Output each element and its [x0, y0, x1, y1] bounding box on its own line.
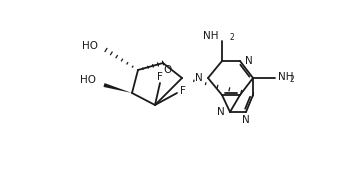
Polygon shape: [103, 83, 132, 93]
Text: N: N: [245, 56, 253, 66]
Text: N: N: [242, 115, 250, 125]
Text: F: F: [180, 86, 186, 96]
Text: 2: 2: [289, 75, 294, 83]
Text: O: O: [164, 65, 172, 75]
Text: HO: HO: [82, 41, 98, 51]
Text: N: N: [217, 107, 225, 117]
Text: N: N: [195, 73, 203, 83]
Text: 2: 2: [229, 33, 234, 43]
Text: NH: NH: [203, 31, 219, 41]
Text: NH: NH: [278, 72, 293, 82]
Text: HO: HO: [80, 75, 96, 85]
Text: F: F: [157, 72, 163, 82]
